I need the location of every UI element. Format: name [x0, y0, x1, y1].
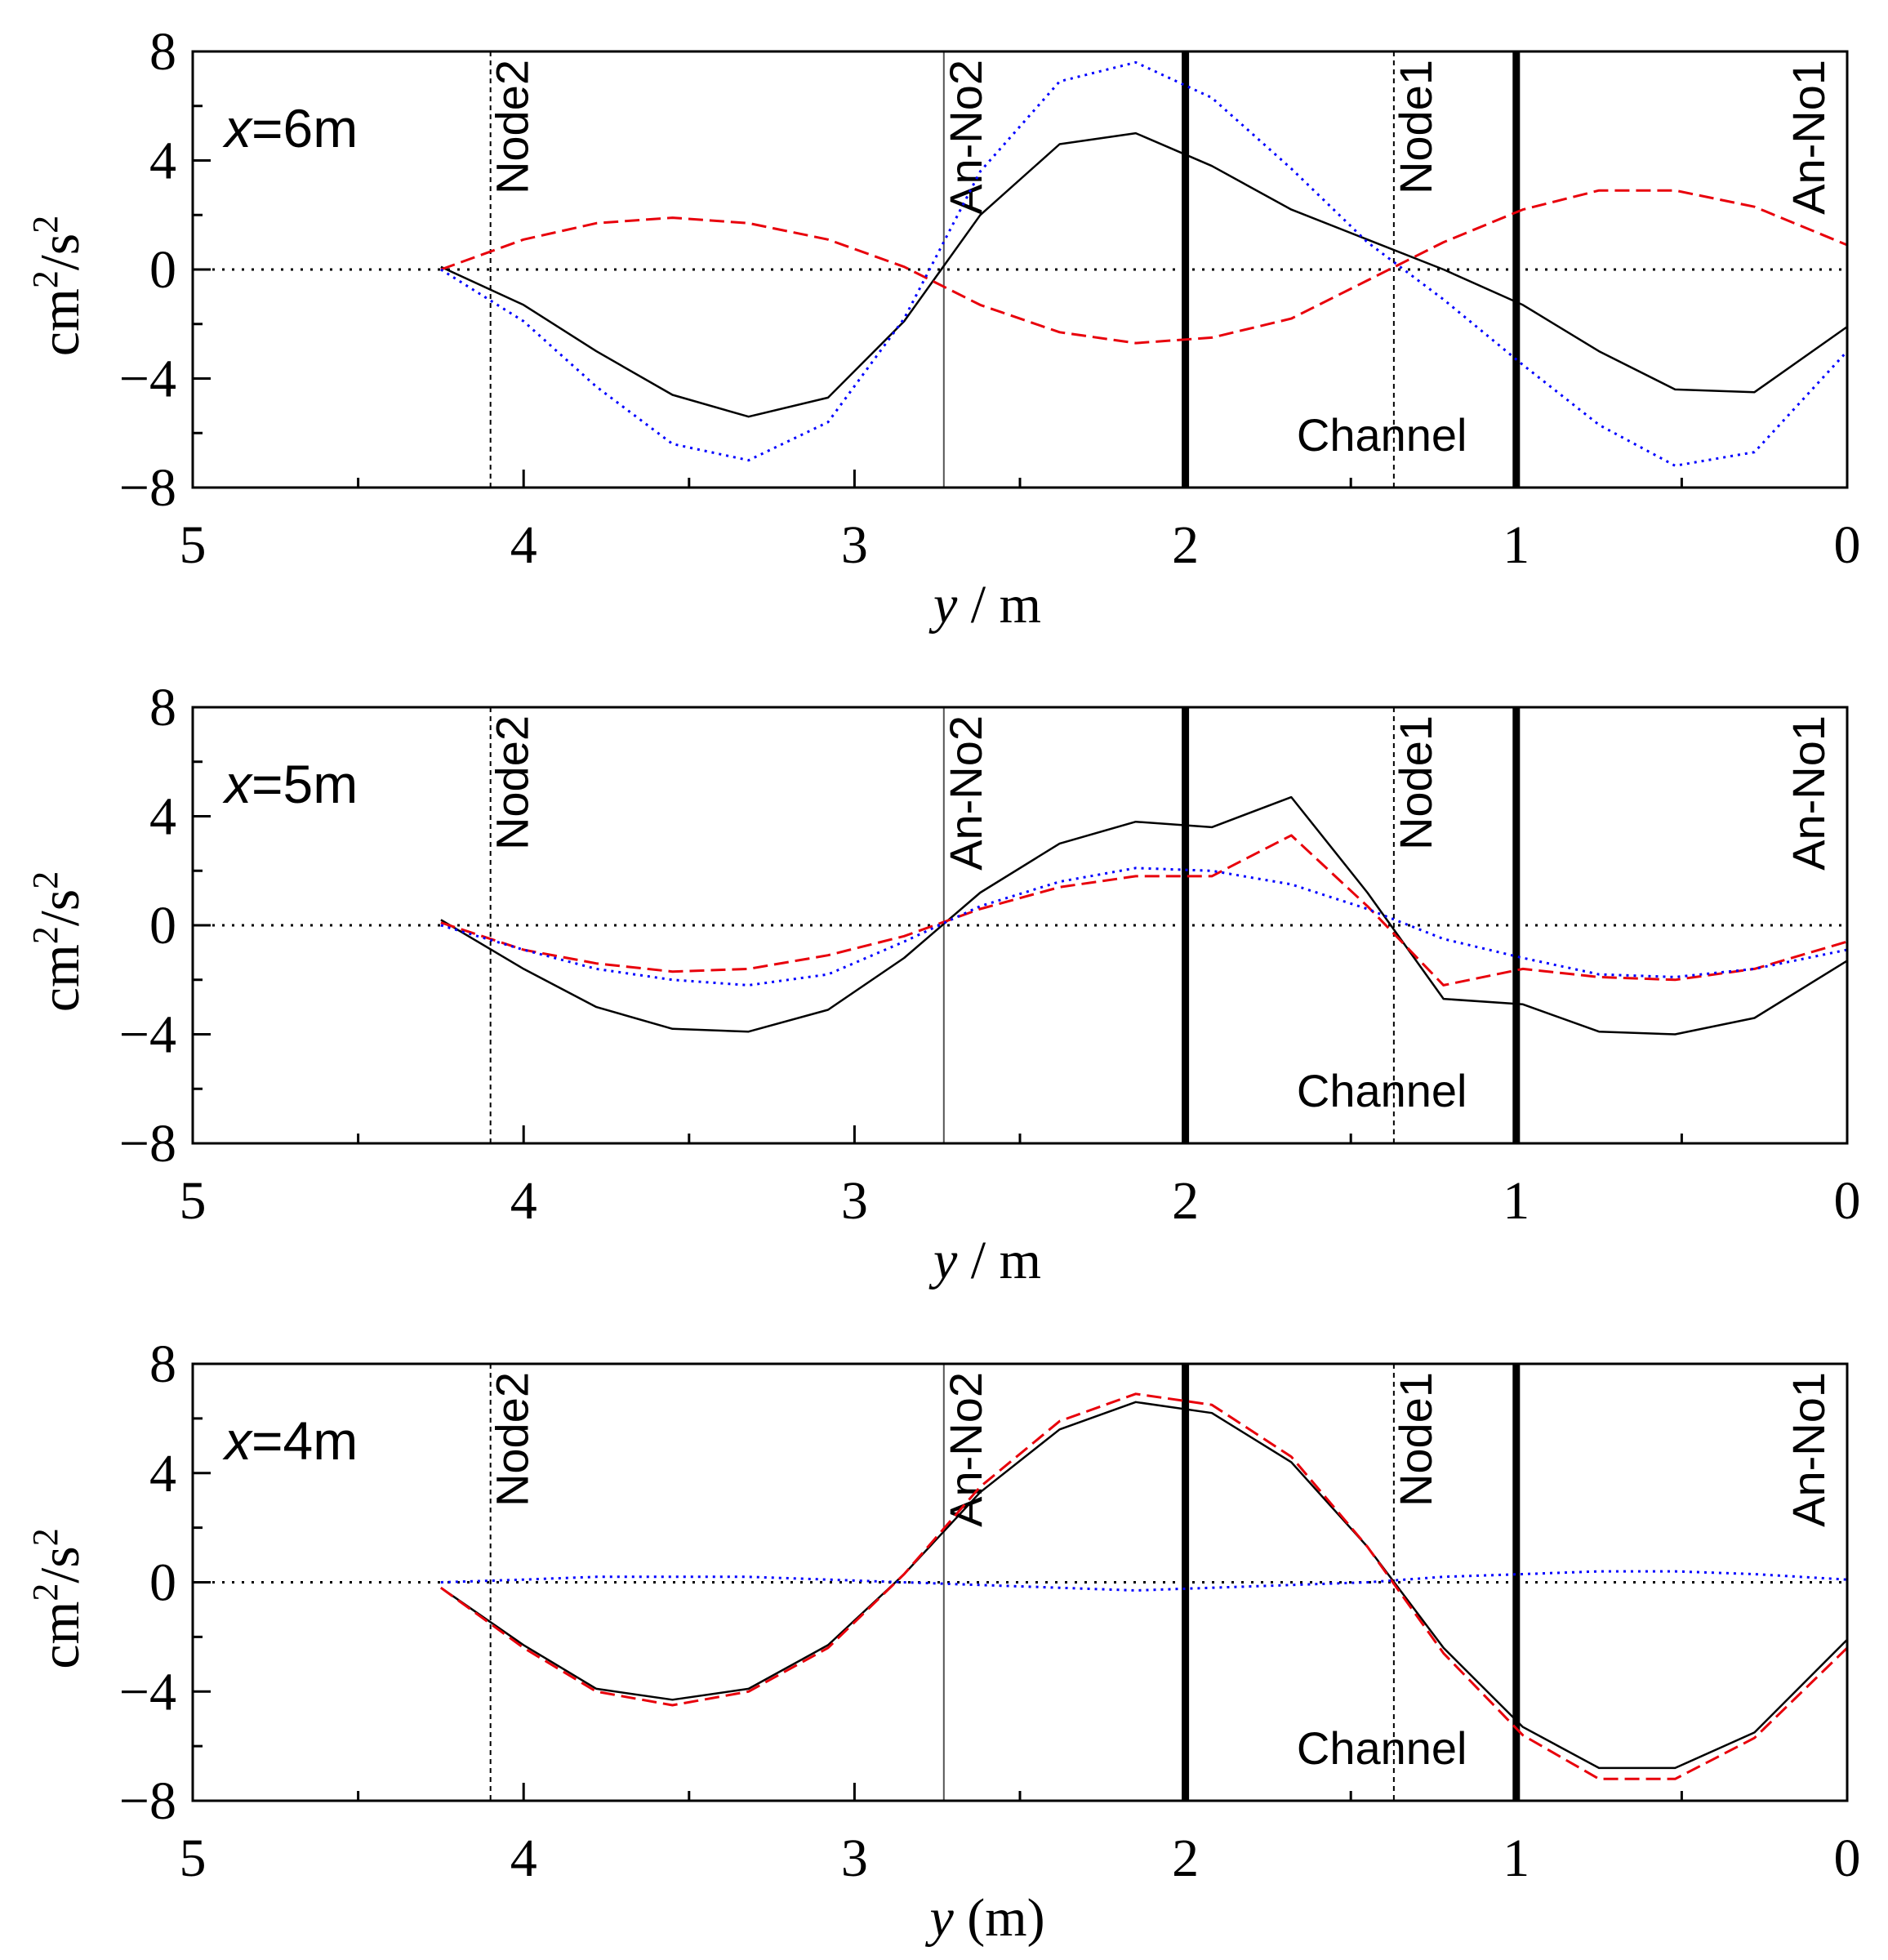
vline-label: An-No2	[940, 1372, 991, 1527]
x-tick-label: 0	[1834, 515, 1861, 575]
panel-label-var: x	[222, 754, 253, 814]
series-line-dashed	[440, 189, 1848, 345]
vline-label: An-No1	[1783, 1372, 1834, 1527]
y-axis-title-sup: 2	[25, 926, 65, 944]
x-axis-title: y (m)	[924, 1888, 1044, 1948]
panel-label-rest: =5m	[252, 754, 358, 814]
y-tick-label: 4	[149, 131, 176, 191]
y-tick-label: 0	[149, 1553, 176, 1613]
series-line-dotted	[440, 60, 1849, 467]
y-axis-title: cm2/s2	[25, 216, 91, 356]
panel-label-rest: =4m	[252, 1410, 358, 1471]
x-tick-label: 3	[841, 1171, 868, 1231]
y-axis-title: cm2/s2	[25, 1528, 91, 1668]
channel-label: Channel	[1297, 1722, 1467, 1774]
series-line-solid	[440, 795, 1848, 1036]
panel-label: x=5m	[222, 754, 358, 814]
series-line-dashed	[440, 834, 1848, 987]
vline-label: Node2	[487, 1372, 538, 1507]
y-tick-label: 0	[149, 896, 176, 956]
x-axis-title: y / m	[928, 1231, 1041, 1290]
vline-label: Node1	[1390, 60, 1441, 194]
chart-panel-3: Node2 An-No2 Node1 An-No1 Channel −8 −4 0 4 8 5 4 3 2…	[25, 1334, 1861, 1948]
y-tick-label: 0	[149, 240, 176, 300]
vline-label: Node1	[1390, 1372, 1441, 1507]
y-axis-title-mid: /s	[29, 234, 91, 270]
vline-label: An-No1	[1783, 60, 1834, 215]
y-axis-title-mid: /s	[29, 1546, 91, 1583]
vline-label: Node2	[487, 715, 538, 850]
x-tick-label: 4	[510, 1171, 537, 1231]
x-tick-label: 4	[510, 515, 537, 575]
y-tick-label: 4	[149, 1444, 176, 1503]
x-tick-label: 5	[180, 515, 207, 575]
vline-label: An-No2	[940, 60, 991, 215]
panel-label: x=6m	[222, 98, 358, 158]
y-tick-label: 8	[149, 1334, 176, 1394]
x-tick-label: 1	[1503, 515, 1530, 575]
x-axis-title-var: y	[928, 1231, 958, 1290]
y-axis-title-sup: 2	[25, 871, 65, 889]
x-tick-label: 2	[1172, 515, 1199, 575]
series-line-dashed	[440, 1392, 1849, 1780]
chart-panel-1: Node2 An-No2 Node1 An-No1 Channel −8 −4 0 4 8 5 4 3 2…	[25, 22, 1861, 635]
x-tick-label: 2	[1172, 1829, 1199, 1888]
y-tick-label: −4	[119, 350, 176, 409]
x-axis-title: y / m	[928, 575, 1041, 635]
y-tick-label: −4	[119, 1662, 176, 1722]
vline-label: An-No2	[940, 715, 991, 871]
x-tick-label: 3	[841, 515, 868, 575]
panel-label-var: x	[222, 98, 253, 158]
vline-label: Node1	[1390, 715, 1441, 850]
x-tick-label: 4	[510, 1829, 537, 1888]
series-line-solid	[440, 1401, 1848, 1770]
y-axis-title-base: cm	[29, 944, 91, 1012]
x-tick-label: 3	[841, 1829, 868, 1888]
panel-label-var: x	[222, 1410, 253, 1471]
y-tick-label: 8	[149, 22, 176, 82]
y-tick-label: −8	[119, 1114, 176, 1174]
y-axis-title-mid: /s	[29, 889, 91, 926]
x-tick-label: 2	[1172, 1171, 1199, 1231]
vline-label: An-No1	[1783, 715, 1834, 871]
y-axis-title: cm2/s2	[25, 871, 91, 1012]
panel-label: x=4m	[222, 1410, 358, 1471]
y-axis-title-sup: 2	[25, 216, 65, 234]
panel-label-rest: =6m	[252, 98, 358, 158]
y-axis-title-sup: 2	[25, 270, 65, 288]
x-axis-title-rest: (m)	[954, 1888, 1045, 1948]
x-axis-title-var: y	[928, 575, 958, 635]
channel-label: Channel	[1297, 409, 1467, 461]
vline-label: Node2	[487, 60, 538, 194]
x-tick-label: 0	[1834, 1171, 1861, 1231]
y-tick-label: 4	[149, 787, 176, 847]
x-axis-title-rest: / m	[957, 575, 1041, 635]
x-tick-label: 5	[180, 1171, 207, 1231]
x-axis-title-rest: / m	[957, 1231, 1041, 1290]
x-axis-title-var: y	[924, 1888, 954, 1948]
x-tick-label: 0	[1834, 1829, 1861, 1888]
channel-label: Channel	[1297, 1065, 1467, 1116]
y-tick-label: −4	[119, 1005, 176, 1065]
series-line-solid	[440, 131, 1848, 418]
x-tick-label: 5	[180, 1829, 207, 1888]
chart-panel-2: Node2 An-No2 Node1 An-No1 Channel −8 −4 0 4 8 5 4 3 2…	[25, 678, 1861, 1290]
x-tick-label: 1	[1503, 1171, 1530, 1231]
x-tick-label: 1	[1503, 1829, 1530, 1888]
y-axis-title-base: cm	[29, 1601, 91, 1669]
y-tick-label: −8	[119, 458, 176, 518]
y-tick-label: 8	[149, 678, 176, 737]
series-line-dotted	[440, 866, 1848, 987]
series-line-dotted	[440, 1570, 1848, 1592]
y-axis-title-base: cm	[29, 288, 91, 356]
y-axis-title-sup: 2	[25, 1584, 65, 1601]
y-axis-title-sup: 2	[25, 1528, 65, 1546]
y-tick-label: −8	[119, 1771, 176, 1831]
